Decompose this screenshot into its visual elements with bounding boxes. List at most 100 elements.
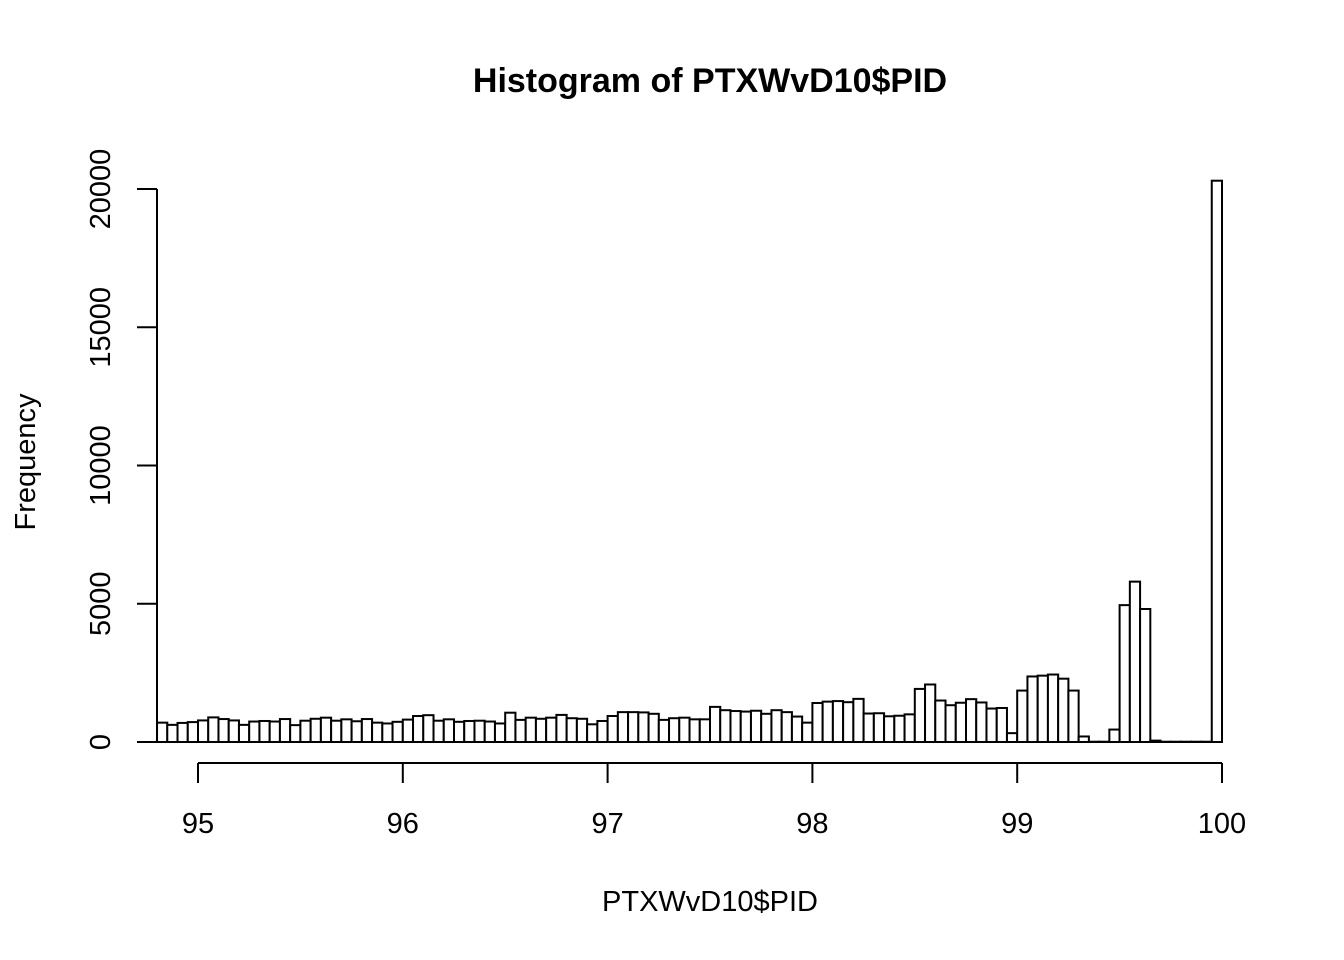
histogram-bar xyxy=(729,710,742,743)
histogram-bar xyxy=(1016,689,1029,743)
histogram-bar xyxy=(197,719,210,743)
histogram-bar xyxy=(227,719,240,743)
x-tick-label: 96 xyxy=(387,808,419,840)
histogram-bar xyxy=(1077,735,1090,743)
histogram-bar xyxy=(1067,689,1080,743)
histogram-bar xyxy=(207,716,220,743)
histogram-bar xyxy=(453,720,466,743)
y-tick-label: 20000 xyxy=(85,149,117,230)
x-tick-label: 95 xyxy=(182,808,214,840)
histogram-bar xyxy=(278,718,292,743)
histogram-bar xyxy=(166,723,179,743)
histogram-bar xyxy=(330,719,343,743)
histogram-bar xyxy=(1108,728,1121,743)
y-tick-label: 10000 xyxy=(85,425,117,506)
histogram-bar xyxy=(309,717,322,743)
histogram-bar xyxy=(514,718,527,744)
y-tick-label: 0 xyxy=(85,734,117,750)
histogram-bar xyxy=(575,717,589,743)
histogram-bar xyxy=(698,718,712,744)
histogram-bar xyxy=(801,721,814,744)
histogram-bar xyxy=(770,709,783,744)
histogram-bar xyxy=(442,718,456,744)
histogram-bar xyxy=(719,709,732,744)
histogram-bar xyxy=(760,712,773,743)
histogram-bar xyxy=(381,722,394,743)
histogram-bar xyxy=(237,723,251,743)
histogram-bar xyxy=(811,702,824,743)
histogram-bar xyxy=(1036,674,1049,744)
x-tick-label: 98 xyxy=(796,808,828,840)
y-tick-label: 5000 xyxy=(85,571,117,636)
histogram-bar xyxy=(647,712,660,743)
histogram-bar xyxy=(627,711,640,743)
histogram-bar xyxy=(975,701,988,744)
histogram-bar xyxy=(1128,580,1142,743)
histogram-bar xyxy=(524,716,537,744)
histogram-bar xyxy=(954,701,968,743)
histogram-bar xyxy=(432,719,445,743)
histogram-bar xyxy=(258,719,271,744)
histogram-bar xyxy=(893,714,906,743)
histogram-bar xyxy=(944,704,957,744)
histogram-bar xyxy=(340,718,353,744)
histogram-bar xyxy=(1139,608,1152,743)
histogram-bar xyxy=(422,714,435,744)
histogram-bar xyxy=(1210,179,1224,743)
histogram-bar xyxy=(248,720,261,744)
histogram-bar xyxy=(493,722,507,743)
histogram-bar xyxy=(412,715,425,743)
histogram-bar xyxy=(504,711,517,743)
x-axis-label: PTXWvD10$PID xyxy=(602,886,818,918)
histogram-bar xyxy=(934,699,947,744)
histogram-bar xyxy=(678,716,691,744)
histogram-bar xyxy=(176,721,189,744)
histogram-bar xyxy=(1057,677,1070,744)
histogram-bar xyxy=(688,718,701,744)
histogram-bar xyxy=(913,687,927,743)
histogram-bar xyxy=(596,719,609,744)
histogram-bar xyxy=(319,716,333,744)
histogram-bar xyxy=(790,715,804,744)
histogram-bar xyxy=(1118,604,1131,743)
histogram-bar xyxy=(360,718,374,743)
histogram-bar xyxy=(924,683,937,743)
histogram-bar xyxy=(1149,739,1162,743)
histogram-bar xyxy=(780,711,793,743)
histogram-bar xyxy=(995,706,1008,743)
histogram-bar xyxy=(842,701,855,744)
histogram-bar xyxy=(299,719,312,743)
histogram-bar xyxy=(862,712,875,744)
histogram-bar xyxy=(156,721,169,744)
x-tick-label: 100 xyxy=(1198,808,1246,840)
histogram-bar xyxy=(985,707,998,744)
histogram-bar xyxy=(637,711,650,743)
histogram-bar xyxy=(872,712,886,744)
histogram-bar xyxy=(473,719,486,743)
x-axis: 95 96 97 98 99 100 xyxy=(182,762,1246,840)
y-axis-label: Frequency xyxy=(10,393,42,531)
x-tick-label: 97 xyxy=(591,808,623,840)
histogram-bar xyxy=(186,721,199,743)
histogram-bar xyxy=(268,720,281,744)
chart-title: Histogram of PTXWvD10$PID xyxy=(473,62,947,100)
histogram-bar xyxy=(657,718,671,744)
histogram-bar xyxy=(709,705,722,744)
histogram-bars xyxy=(156,179,1224,744)
histogram-bar xyxy=(749,709,763,743)
histogram-bar xyxy=(565,717,578,744)
histogram-bar xyxy=(463,719,476,744)
histogram-bar xyxy=(606,715,619,743)
histogram-bar xyxy=(739,710,752,744)
y-tick-label: 15000 xyxy=(85,287,117,368)
histogram-bar xyxy=(616,711,630,743)
y-axis: 0 5000 10000 15000 20000 xyxy=(85,149,158,750)
histogram-bar xyxy=(831,700,845,744)
histogram-bar xyxy=(391,720,404,743)
histogram-bar xyxy=(289,724,302,743)
histogram-bar xyxy=(534,717,548,743)
histogram-bar xyxy=(821,700,834,743)
histogram-bar xyxy=(371,721,384,744)
histogram-bar xyxy=(1046,673,1060,743)
